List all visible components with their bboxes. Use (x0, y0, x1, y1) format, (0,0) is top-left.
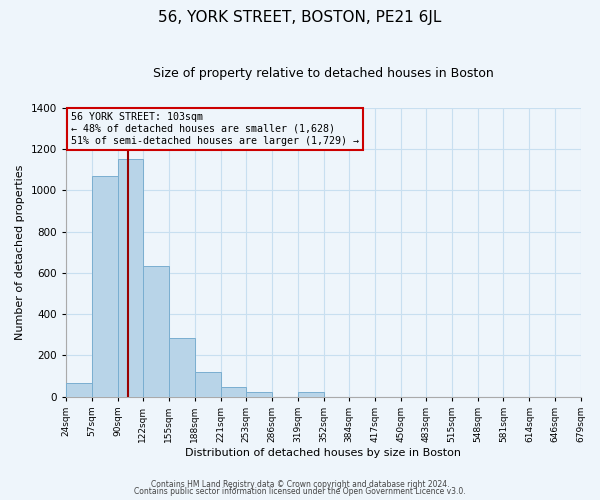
Bar (169, 338, 194, 396)
Bar (118, 158, 143, 396)
Bar (246, 392, 272, 396)
Bar (92, 176, 118, 396)
Text: Contains public sector information licensed under the Open Government Licence v3: Contains public sector information licen… (134, 488, 466, 496)
Bar (66, 383, 92, 396)
X-axis label: Distribution of detached houses by size in Boston: Distribution of detached houses by size … (185, 448, 461, 458)
Bar (143, 266, 169, 396)
Bar (221, 387, 246, 396)
Title: Size of property relative to detached houses in Boston: Size of property relative to detached ho… (153, 68, 494, 80)
Text: 56 YORK STREET: 103sqm
← 48% of detached houses are smaller (1,628)
51% of semi-: 56 YORK STREET: 103sqm ← 48% of detached… (71, 112, 359, 146)
Text: 56, YORK STREET, BOSTON, PE21 6JL: 56, YORK STREET, BOSTON, PE21 6JL (158, 10, 442, 25)
Bar (298, 392, 323, 396)
Y-axis label: Number of detached properties: Number of detached properties (15, 164, 25, 340)
Text: Contains HM Land Registry data © Crown copyright and database right 2024.: Contains HM Land Registry data © Crown c… (151, 480, 449, 489)
Bar (194, 372, 221, 396)
